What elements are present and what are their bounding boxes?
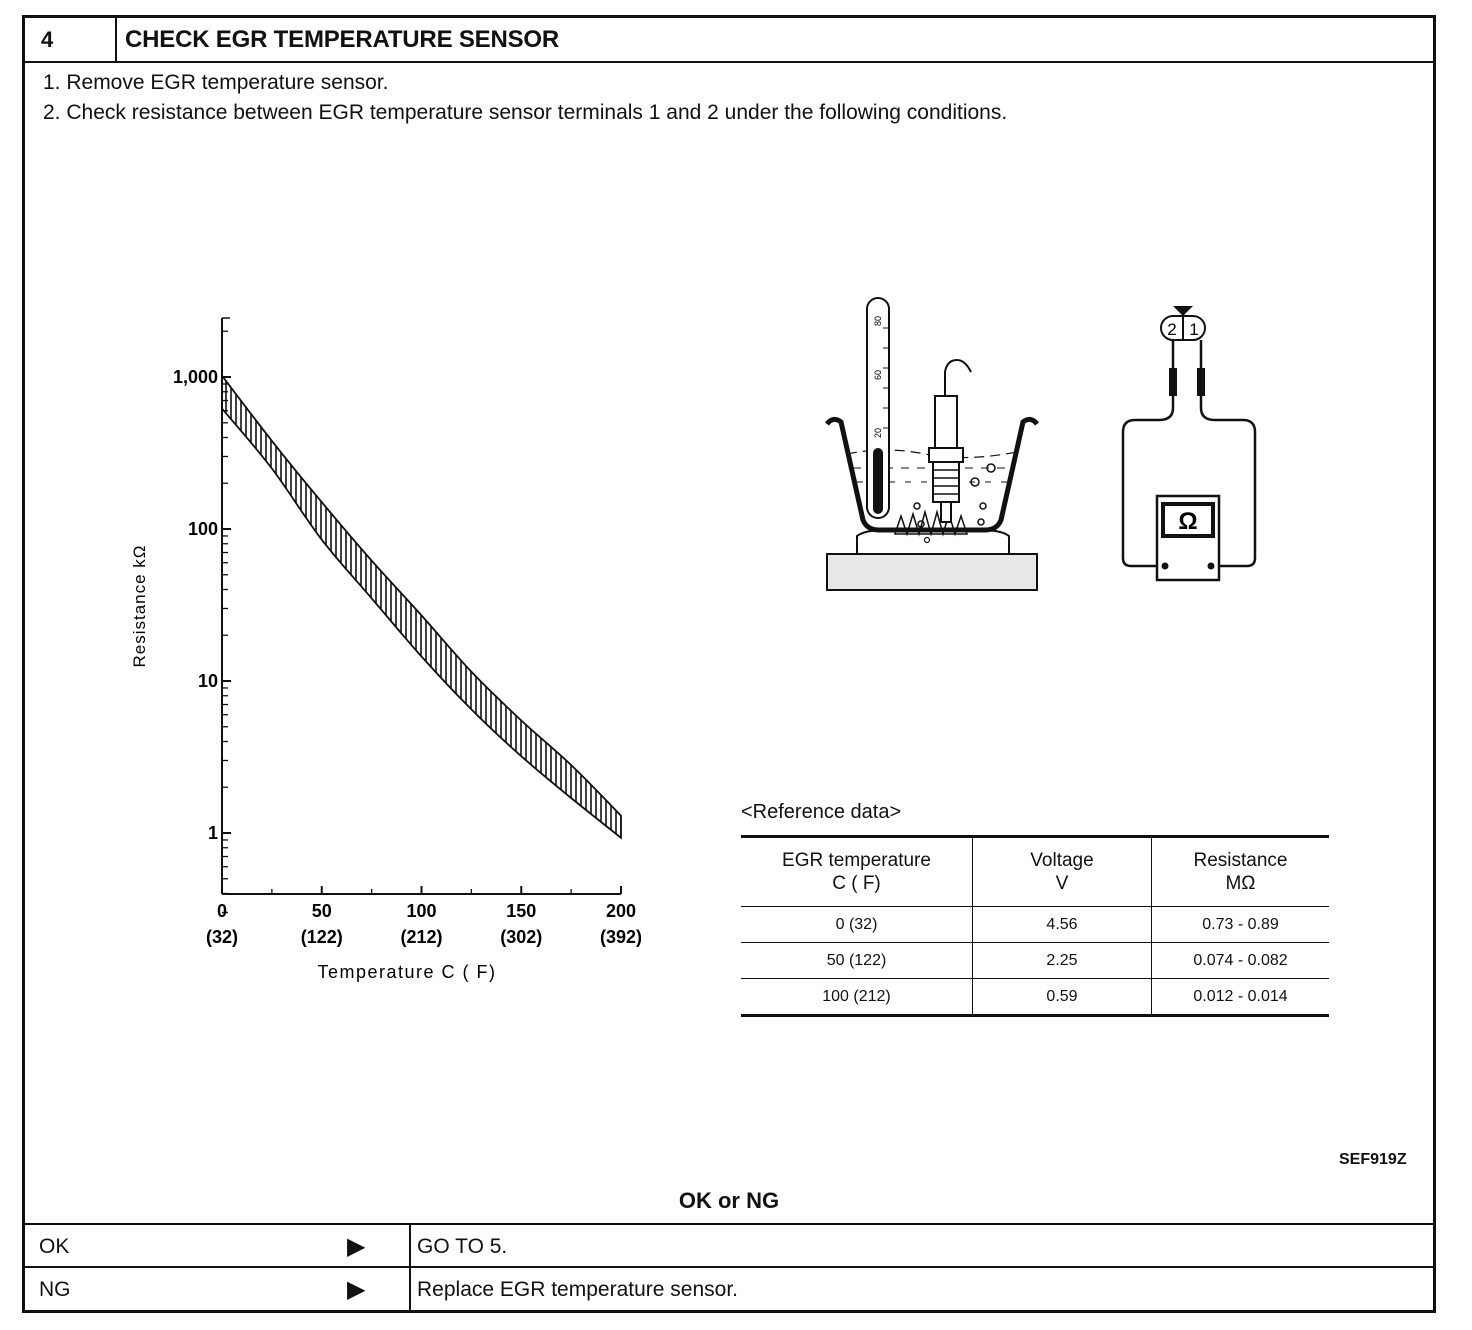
arrow-right-icon: ▶ — [347, 1233, 366, 1260]
table-row: 50 (122) 2.25 0.074 - 0.082 — [741, 942, 1329, 979]
reference-header-row: EGR temperature C ( F) Voltage V Resista… — [741, 835, 1329, 907]
result-row-ok: OK ▶ GO TO 5. — [25, 1223, 1433, 1268]
cell-resistance: 0.012 - 0.014 — [1151, 978, 1329, 1017]
x-tick-label: 200 — [606, 901, 636, 921]
cell-resistance: 0.73 - 0.89 — [1151, 906, 1329, 943]
egr-sensor-icon — [934, 395, 958, 449]
ohm-icon: Ω — [1178, 508, 1197, 535]
resistance-temperature-chart: 1,000 100 10 1 0 (32) 50 (122) 100 (212) 150 (302)… — [130, 317, 642, 982]
y-tick-label: 100 — [188, 519, 218, 539]
test-lead-right — [1199, 340, 1257, 568]
y-tick-label: 1,000 — [173, 367, 218, 387]
water-pot — [825, 416, 1039, 533]
column-header-temperature: EGR temperature C ( F) — [741, 835, 973, 907]
test-lead-left — [1121, 340, 1175, 568]
x-tick-label-fahrenheit: (122) — [301, 927, 343, 947]
step-title: CHECK EGR TEMPERATURE SENSOR — [125, 26, 559, 53]
cell-temperature: 0 (32) — [741, 906, 973, 943]
instruction-step: 1. Remove EGR temperature sensor. — [43, 71, 389, 94]
x-tick-label-fahrenheit: (392) — [600, 927, 642, 947]
result-label: OK — [39, 1235, 70, 1258]
x-tick-labels: 0 (32) 50 (122) 100 (212) 150 (302) 200 (392) — [206, 901, 642, 947]
ohmmeter-illustration: 2 1 Ω — [1121, 306, 1257, 582]
arrow-right-icon: ▶ — [347, 1276, 366, 1303]
instruction-step: 2. Check resistance between EGR temperat… — [43, 101, 1008, 124]
result-action: GO TO 5. — [417, 1235, 508, 1258]
connector-key — [1173, 306, 1193, 316]
reference-caption: <Reference data> — [741, 801, 902, 823]
sensor-wire — [944, 358, 972, 396]
x-tick-label-fahrenheit: (302) — [500, 927, 542, 947]
result-label: NG — [39, 1278, 71, 1301]
x-tick-label-fahrenheit: (32) — [206, 927, 238, 947]
divider — [409, 1268, 411, 1311]
thermometer-mark: 80 — [873, 316, 883, 326]
y-tick-label: 1 — [208, 823, 218, 843]
terminal-1-label: 1 — [1189, 320, 1198, 339]
resistance-band — [221, 373, 622, 840]
result-row-ng: NG ▶ Replace EGR temperature sensor. — [25, 1266, 1433, 1311]
thermometer-mark: 60 — [873, 370, 883, 380]
step-number: 4 — [25, 18, 117, 61]
procedure-frame: 4 CHECK EGR TEMPERATURE SENSOR 1. Remove… — [22, 15, 1436, 1313]
cell-temperature: 50 (122) — [741, 942, 973, 979]
cell-temperature: 100 (212) — [741, 978, 973, 1017]
x-tick-label: 150 — [506, 901, 536, 921]
cell-voltage: 2.25 — [972, 942, 1152, 979]
cell-resistance: 0.074 - 0.082 — [1151, 942, 1329, 979]
result-action: Replace EGR temperature sensor. — [417, 1278, 738, 1301]
thermometer-mark: 20 — [873, 428, 883, 438]
y-axis-label: Resistance kΩ — [130, 544, 149, 667]
column-header-voltage: Voltage V — [972, 835, 1152, 907]
probe-right — [1197, 368, 1205, 396]
instruction-list: 1. Remove EGR temperature sensor. 2. Che… — [43, 68, 1007, 128]
sensor-heating-illustration: 80 60 20 — [825, 297, 1039, 591]
probe-left — [1169, 368, 1177, 396]
x-tick-label: 50 — [312, 901, 332, 921]
cell-voltage: 0.59 — [972, 978, 1152, 1017]
stove-base — [826, 553, 1038, 591]
result-title: OK or NG — [678, 1188, 780, 1213]
y-tick-label: 10 — [198, 671, 218, 691]
reference-table: EGR temperature C ( F) Voltage V Resista… — [741, 835, 1329, 1017]
table-row: 100 (212) 0.59 0.012 - 0.014 — [741, 978, 1329, 1017]
divider — [409, 1225, 411, 1268]
y-tick-labels: 1,000 100 10 1 — [173, 367, 218, 843]
step-header: 4 CHECK EGR TEMPERATURE SENSOR — [25, 18, 1433, 63]
x-axis-label: Temperature C ( F) — [317, 962, 496, 982]
chart-axes — [221, 317, 622, 914]
cell-voltage: 4.56 — [972, 906, 1152, 943]
x-tick-label: 0 — [217, 901, 227, 921]
table-row: 0 (32) 4.56 0.73 - 0.89 — [741, 906, 1329, 943]
terminal-2-label: 2 — [1167, 320, 1176, 339]
column-header-resistance: Resistance MΩ — [1151, 835, 1329, 907]
x-tick-label-fahrenheit: (212) — [400, 927, 442, 947]
x-tick-label: 100 — [406, 901, 436, 921]
figure-code: SEF919Z — [1339, 1151, 1407, 1168]
